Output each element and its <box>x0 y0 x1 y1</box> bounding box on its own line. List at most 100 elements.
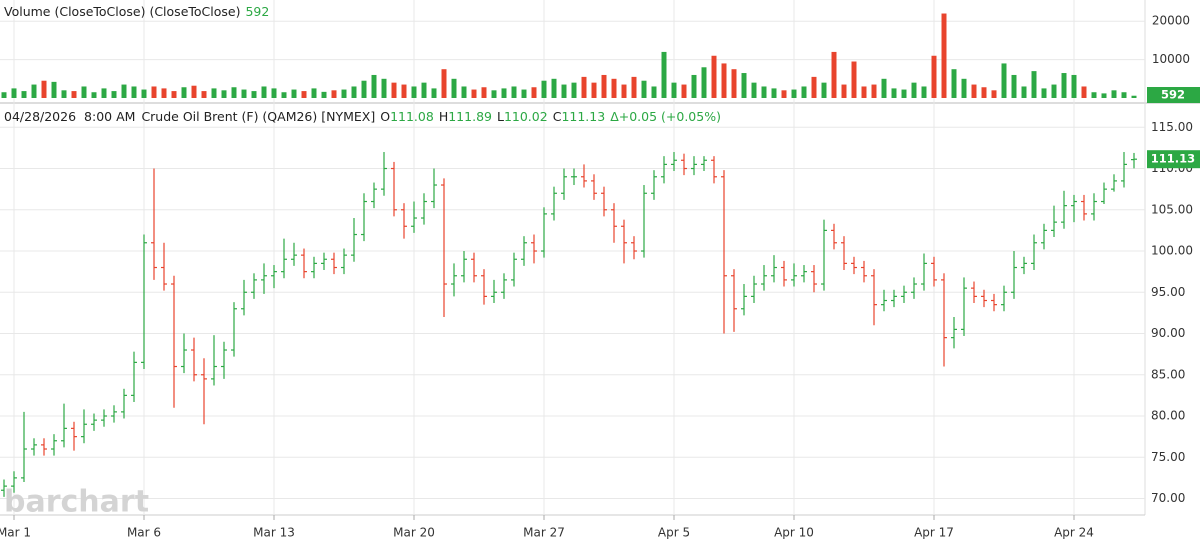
volume-bar <box>711 55 717 98</box>
volume-bar <box>681 84 687 98</box>
volume-bar <box>211 88 217 98</box>
y-tick-label: 85.00 <box>1151 367 1185 381</box>
low-value: 110.02 <box>504 109 548 124</box>
volume-bar <box>231 87 237 98</box>
volume-bar <box>161 88 167 98</box>
volume-bar <box>881 78 887 98</box>
volume-bar <box>171 91 177 98</box>
volume-bar <box>821 82 827 98</box>
y-tick-label: 10000 <box>1152 52 1190 66</box>
volume-bar <box>991 90 997 98</box>
volume-bar <box>651 86 657 98</box>
volume-bar <box>41 80 47 98</box>
volume-bar <box>581 76 587 98</box>
volume-bar <box>341 89 347 98</box>
volume-bar <box>101 88 107 98</box>
volume-bar <box>141 89 147 98</box>
volume-bar <box>891 88 897 98</box>
last-volume-box <box>1147 87 1200 103</box>
volume-bar <box>1001 63 1007 98</box>
open-label: O <box>380 109 390 124</box>
volume-bar <box>321 91 327 98</box>
x-tick-label: Apr 5 <box>658 526 690 540</box>
volume-bar <box>91 92 97 98</box>
volume-bar <box>1101 93 1107 98</box>
volume-bar <box>11 88 17 98</box>
volume-bar <box>631 76 637 98</box>
volume-bar <box>431 88 437 98</box>
volume-bar <box>331 90 337 98</box>
y-tick-label: 90.00 <box>1151 326 1185 340</box>
y-tick-label: 105.00 <box>1151 202 1193 216</box>
volume-bar <box>661 51 667 98</box>
volume-bar <box>591 82 597 98</box>
x-tick-label: Mar 6 <box>127 526 161 540</box>
volume-bar <box>21 91 27 98</box>
volume-bar <box>601 74 607 98</box>
volume-bar <box>731 69 737 98</box>
last-volume-label: 592 <box>1161 88 1185 102</box>
volume-bar <box>31 84 37 98</box>
volume-bar <box>1081 86 1087 98</box>
volume-bar <box>191 85 197 98</box>
last-price-box <box>1147 150 1200 169</box>
y-tick-label: 95.00 <box>1151 285 1185 299</box>
volume-bar <box>751 82 757 98</box>
volume-bar <box>111 91 117 98</box>
y-tick-label: 70.00 <box>1151 491 1185 505</box>
volume-bar <box>361 80 367 98</box>
volume-bar <box>541 80 547 98</box>
volume-bar <box>351 86 357 98</box>
high-label: H <box>439 109 448 124</box>
y-tick-label: 100.00 <box>1151 244 1193 258</box>
volume-bar <box>831 51 837 98</box>
volume-bar <box>1041 88 1047 98</box>
volume-bar <box>841 84 847 98</box>
watermark: barchart <box>4 485 149 520</box>
volume-bar <box>1 92 7 98</box>
volume-bar <box>901 89 907 98</box>
x-tick-label: Apr 24 <box>1054 526 1094 540</box>
volume-bar <box>1061 73 1067 98</box>
volume-last: 592 <box>245 4 269 19</box>
y-tick-label: 75.00 <box>1151 450 1185 464</box>
x-tick-label: Mar 13 <box>253 526 295 540</box>
volume-bar <box>561 84 567 98</box>
volume-bar <box>421 82 427 98</box>
x-tick-label: Mar 1 <box>0 526 31 540</box>
volume-bar <box>261 86 267 98</box>
volume-bar <box>961 78 967 98</box>
volume-bar <box>1011 74 1017 98</box>
volume-bar <box>511 86 517 98</box>
volume-bar <box>621 84 627 98</box>
volume-bar <box>201 91 207 98</box>
volume-bar <box>271 88 277 98</box>
volume-bar <box>81 86 87 98</box>
volume-bar <box>571 82 577 98</box>
volume-bar <box>441 69 447 98</box>
volume-bar <box>701 67 707 98</box>
volume-bar <box>1121 92 1127 98</box>
volume-bar <box>781 90 787 98</box>
volume-bar <box>381 78 387 98</box>
volume-bar <box>791 89 797 98</box>
volume-bar <box>501 88 507 98</box>
volume-bar <box>611 78 617 98</box>
volume-bar <box>131 86 137 98</box>
volume-bar <box>1131 95 1137 98</box>
x-tick-label: Mar 20 <box>393 526 435 540</box>
volume-bar <box>811 76 817 98</box>
volume-bar <box>941 13 947 99</box>
volume-bar <box>391 82 397 98</box>
volume-bar <box>871 84 877 98</box>
volume-bar <box>251 91 257 98</box>
volume-bar <box>151 86 157 98</box>
volume-bar <box>461 86 467 98</box>
volume-bar <box>921 86 927 98</box>
volume-bar <box>281 92 287 98</box>
volume-bar <box>51 81 57 98</box>
time: 8:00 AM <box>84 109 135 124</box>
symbol: Crude Oil Brent (F) (QAM26) [NYMEX] <box>141 109 375 124</box>
volume-bar <box>401 84 407 98</box>
